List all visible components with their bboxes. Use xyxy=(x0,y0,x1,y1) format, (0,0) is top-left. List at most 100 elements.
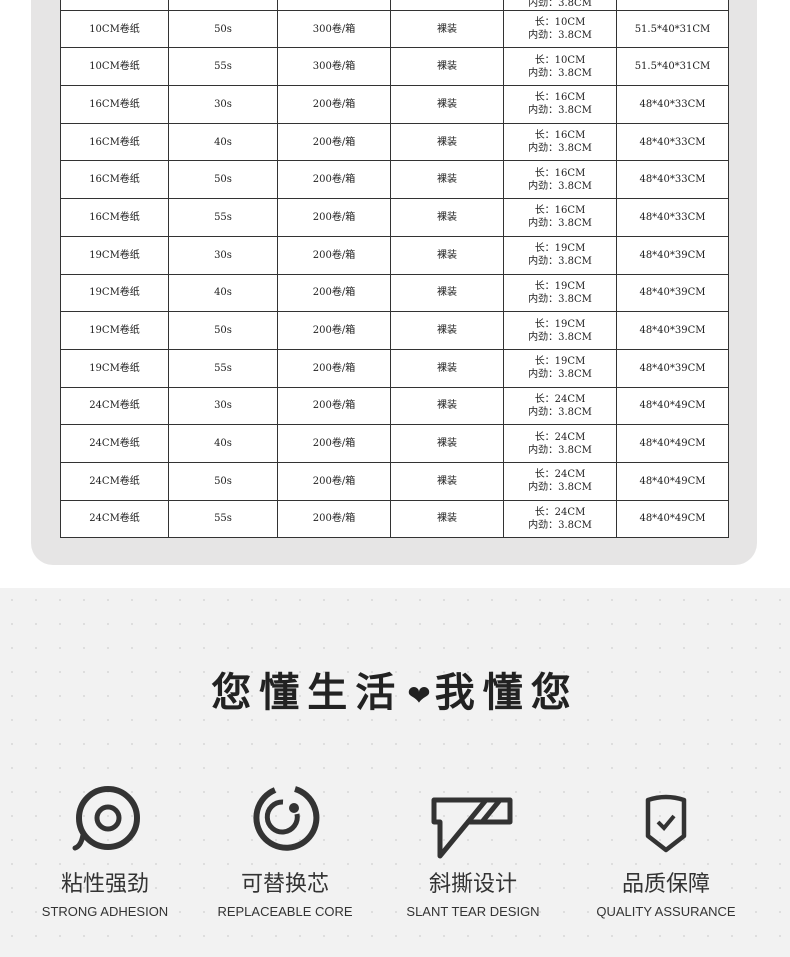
core-text: 内劲：3.8CM xyxy=(528,369,592,381)
table-cell: 200卷/箱 xyxy=(277,311,391,350)
table-cell: 55s xyxy=(168,198,278,237)
length-text: 长：24CM xyxy=(534,469,586,481)
feature-title: 可替换芯 xyxy=(240,872,329,897)
table-cell: 裸装 xyxy=(390,85,504,124)
length-text: 长：19CM xyxy=(534,356,586,368)
core-text: 内劲：3.8CM xyxy=(528,218,592,230)
core-text: 内劲：3.8CM xyxy=(528,143,592,155)
core-text: 内劲：3.8CM xyxy=(528,406,592,418)
table-cell: 裸装 xyxy=(390,386,504,426)
core-text: 内劲：3.8CM xyxy=(528,293,592,305)
table-cell xyxy=(60,0,169,11)
table-row: 24CM卷纸 50s 200卷/箱 裸装 长：24CM 内劲：3.8CM 48*40*49C… xyxy=(60,461,729,501)
feature-strong-adhesion: 粘性强劲 STRONG ADHESION xyxy=(20,780,190,919)
carton-size-cell: 48*40*49CM xyxy=(616,499,729,539)
table-cell xyxy=(168,0,278,11)
table-cell: 300卷/箱 xyxy=(277,47,391,87)
table-cell: 裸装 xyxy=(390,122,504,162)
table-cell: 200卷/箱 xyxy=(277,499,391,539)
feature-subtitle: REPLACEABLE CORE xyxy=(217,904,353,919)
table-cell: 40s xyxy=(168,424,278,463)
length-text: 长：16CM xyxy=(534,205,586,217)
carton-size-cell: 48*40*33CM xyxy=(616,160,729,200)
spec-table: 内劲：3.8CM 10CM卷纸 50s 300卷/箱 裸装 长：10CM 内劲：3.8CM 5… xyxy=(60,0,729,539)
feature-subtitle: QUALITY ASSURANCE xyxy=(596,904,736,919)
feature-replaceable-core: 可替换芯 REPLACEABLE CORE xyxy=(200,780,370,919)
table-cell: 24CM卷纸 xyxy=(60,499,169,539)
table-cell xyxy=(616,0,729,11)
table-cell: 30s xyxy=(168,386,278,426)
core-text: 内劲：3.8CM xyxy=(528,482,592,494)
table-cell: 50s xyxy=(168,311,278,350)
table-cell: 裸装 xyxy=(390,198,504,237)
carton-size-cell: 48*40*39CM xyxy=(616,311,729,350)
size-cell: 长：19CM 内劲：3.8CM xyxy=(503,235,617,275)
table-cell: 裸装 xyxy=(390,235,504,275)
size-cell: 长：24CM 内劲：3.8CM xyxy=(503,461,617,501)
slogan-left: 您懂生活 xyxy=(211,670,404,716)
table-cell: 裸装 xyxy=(390,47,504,87)
table-row: 16CM卷纸 30s 200卷/箱 裸装 长：16CM 内劲：3.8CM 48*40*33C… xyxy=(60,85,729,124)
table-cell: 200卷/箱 xyxy=(277,273,391,313)
table-cell: 200卷/箱 xyxy=(277,85,391,124)
feature-slant-tear: 斜撕设计 SLANT TEAR DESIGN xyxy=(388,780,558,919)
core-text: 内劲：3.8CM xyxy=(528,67,592,79)
length-text: 长：19CM xyxy=(534,318,586,330)
table-cell: 30s xyxy=(168,85,278,124)
carton-size-cell: 48*40*49CM xyxy=(616,461,729,501)
feature-quality-assurance: 品质保障 QUALITY ASSURANCE xyxy=(581,780,751,919)
table-cell: 裸装 xyxy=(390,348,504,388)
size-cell: 长：19CM 内劲：3.8CM xyxy=(503,348,617,388)
table-cell: 200卷/箱 xyxy=(277,386,391,426)
table-cell: 16CM卷纸 xyxy=(60,160,169,200)
size-cell: 长：19CM 内劲：3.8CM xyxy=(503,273,617,313)
table-cell: 30s xyxy=(168,235,278,275)
carton-size-cell: 48*40*39CM xyxy=(616,273,729,313)
table-cell: 24CM卷纸 xyxy=(60,386,169,426)
carton-size-cell: 48*40*49CM xyxy=(616,424,729,463)
slogan-right: 我懂您 xyxy=(434,670,579,716)
table-cell: 50s xyxy=(168,9,278,49)
table-cell: 55s xyxy=(168,47,278,87)
table-cell: 裸装 xyxy=(390,311,504,350)
table-row: 24CM卷纸 40s 200卷/箱 裸装 长：24CM 内劲：3.8CM 48*40*49C… xyxy=(60,424,729,463)
core-text: 内劲：3.8CM xyxy=(528,519,592,531)
table-row: 24CM卷纸 30s 200卷/箱 裸装 长：24CM 内劲：3.8CM 48*40*49C… xyxy=(60,386,729,426)
table-cell: 16CM卷纸 xyxy=(60,122,169,162)
carton-size-cell: 48*40*33CM xyxy=(616,122,729,162)
length-text: 长：10CM xyxy=(534,17,586,29)
table-cell: 裸装 xyxy=(390,160,504,200)
length-text: 长：24CM xyxy=(534,393,586,405)
table-cell: 55s xyxy=(168,499,278,539)
size-cell: 长：19CM 内劲：3.8CM xyxy=(503,311,617,350)
table-cell: 裸装 xyxy=(390,273,504,313)
carton-size-cell: 48*40*39CM xyxy=(616,348,729,388)
table-cell: 200卷/箱 xyxy=(277,198,391,237)
carton-size-cell: 48*40*33CM xyxy=(616,198,729,237)
table-cell: 300卷/箱 xyxy=(277,9,391,49)
table-cell: 裸装 xyxy=(390,461,504,501)
table-cell xyxy=(390,0,504,11)
size-cell: 长：16CM 内劲：3.8CM xyxy=(503,160,617,200)
table-row: 19CM卷纸 55s 200卷/箱 裸装 长：19CM 内劲：3.8CM 48*40*39C… xyxy=(60,348,729,388)
table-row: 19CM卷纸 40s 200卷/箱 裸装 长：19CM 内劲：3.8CM 48*40*39C… xyxy=(60,273,729,313)
core-text: 内劲：3.8CM xyxy=(528,444,592,456)
table-cell: 19CM卷纸 xyxy=(60,348,169,388)
table-cell: 10CM卷纸 xyxy=(60,47,169,87)
table-row: 10CM卷纸 50s 300卷/箱 裸装 长：10CM 内劲：3.8CM 51.5*40*3… xyxy=(60,9,729,49)
carton-size-cell: 48*40*33CM xyxy=(616,85,729,124)
table-cell: 40s xyxy=(168,122,278,162)
shield-check-icon xyxy=(645,794,687,853)
feature-title: 斜撕设计 xyxy=(428,872,517,897)
core-text: 内劲：3.8CM xyxy=(528,30,592,42)
size-cell: 长：10CM 内劲：3.8CM xyxy=(503,9,617,49)
carton-size-cell: 48*40*49CM xyxy=(616,386,729,426)
feature-subtitle: SLANT TEAR DESIGN xyxy=(406,904,540,919)
length-text: 长：10CM xyxy=(534,54,586,66)
slant-tear-icon xyxy=(431,797,513,859)
length-text: 长：16CM xyxy=(534,167,586,179)
table-cell: 裸装 xyxy=(390,424,504,463)
table-cell: 内劲：3.8CM xyxy=(503,0,617,11)
table-cell: 200卷/箱 xyxy=(277,461,391,501)
feature-title: 品质保障 xyxy=(621,872,710,897)
